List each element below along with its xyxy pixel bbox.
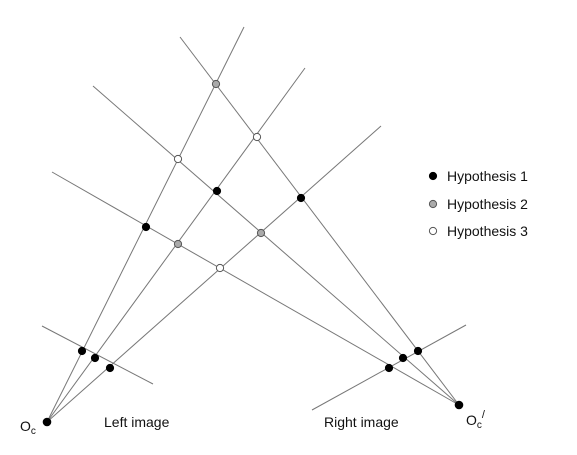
right-origin-prime: / [481, 409, 485, 421]
left-image-label: Left image [104, 414, 170, 430]
hypothesis-1-point-c [141, 222, 151, 232]
right-projection-point-1 [384, 363, 394, 373]
right-image-label: Right image [324, 414, 399, 430]
hypothesis-3-point-c [215, 263, 225, 273]
hypothesis-1-point-b [296, 193, 306, 203]
legend-label-hypothesis-3: Hypothesis 3 [447, 223, 528, 239]
left-projection-point-1 [77, 346, 87, 356]
left-camera-center [42, 417, 52, 427]
right-ray-1 [179, 36, 460, 406]
legend-marker-hypothesis-2 [428, 199, 438, 209]
hypothesis-3-point-a [252, 132, 262, 142]
projection-points-group [77, 346, 423, 373]
left-origin-letter: O [20, 418, 31, 434]
right-origin-letter: O [466, 412, 477, 428]
hypothesis-2-point-a [211, 79, 221, 89]
right-camera-center [454, 400, 464, 410]
left-ray-3 [46, 125, 382, 423]
left-origin-subscript: c [30, 426, 36, 437]
legend-markers-group [428, 171, 438, 236]
legend-label-hypothesis-2: Hypothesis 2 [447, 196, 528, 212]
right-ray-2 [92, 85, 460, 406]
left-projection-point-3 [105, 363, 115, 373]
legend-marker-hypothesis-1 [428, 171, 438, 181]
hypothesis-2-point-b [256, 228, 266, 238]
hypothesis-2-point-c [173, 239, 183, 249]
hypothesis-points-group [141, 79, 306, 273]
hypothesis-1-point-a [212, 186, 222, 196]
right-projection-point-2 [398, 353, 408, 363]
right-rays-group [51, 36, 460, 406]
left-origin-label: Oc [20, 418, 36, 437]
right-origin-label: Oc/ [466, 409, 485, 431]
legend-label-hypothesis-1: Hypothesis 1 [447, 168, 528, 184]
legend-marker-hypothesis-3 [428, 226, 438, 236]
left-projection-point-2 [90, 353, 100, 363]
right-origin-subscript: c [476, 420, 482, 431]
hypothesis-3-point-b [173, 154, 183, 164]
right-projection-point-3 [413, 346, 423, 356]
